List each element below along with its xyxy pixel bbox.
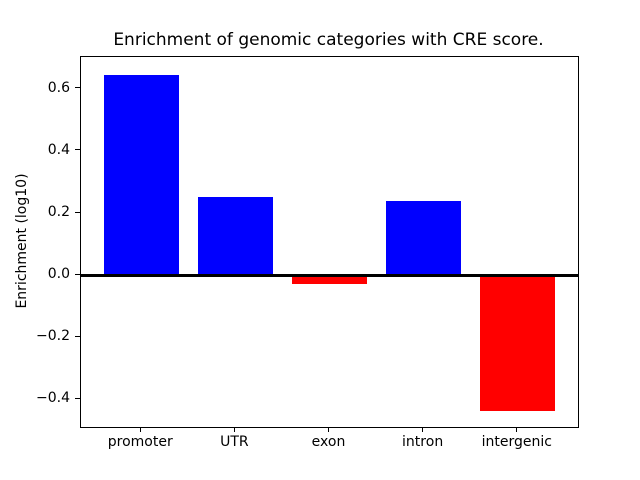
- chart-title: Enrichment of genomic categories with CR…: [113, 30, 544, 50]
- y-tick: [75, 87, 80, 89]
- x-tick: [233, 427, 235, 432]
- x-tick: [422, 427, 424, 432]
- bar-promoter: [103, 74, 179, 276]
- bar-intron: [385, 200, 462, 276]
- y-tick-label: −0.4: [36, 390, 70, 407]
- y-tick: [75, 397, 80, 399]
- x-tick-label: intron: [402, 434, 444, 450]
- bar-UTR: [197, 197, 274, 276]
- y-tick: [75, 211, 80, 213]
- x-tick-label: promoter: [107, 434, 173, 450]
- y-tick: [75, 149, 80, 151]
- x-tick-label: UTR: [220, 434, 249, 450]
- y-tick-label: −0.2: [36, 328, 70, 345]
- bar-intergenic: [480, 275, 556, 412]
- y-tick-label: 0.0: [47, 266, 70, 283]
- x-tick: [516, 427, 518, 432]
- x-tick: [328, 427, 329, 432]
- y-tick: [75, 273, 80, 275]
- y-axis-label: Enrichment (log10): [14, 173, 30, 309]
- bar-exon: [291, 275, 368, 285]
- y-tick: [75, 335, 80, 337]
- plot-area: [80, 56, 579, 428]
- x-tick: [139, 427, 141, 432]
- y-tick-label: 0.6: [47, 79, 70, 96]
- x-tick-label: intergenic: [481, 434, 552, 450]
- zero-line: [81, 273, 578, 277]
- x-tick-label: exon: [311, 434, 346, 450]
- y-tick-label: 0.4: [47, 141, 70, 158]
- y-tick-label: 0.2: [47, 204, 70, 220]
